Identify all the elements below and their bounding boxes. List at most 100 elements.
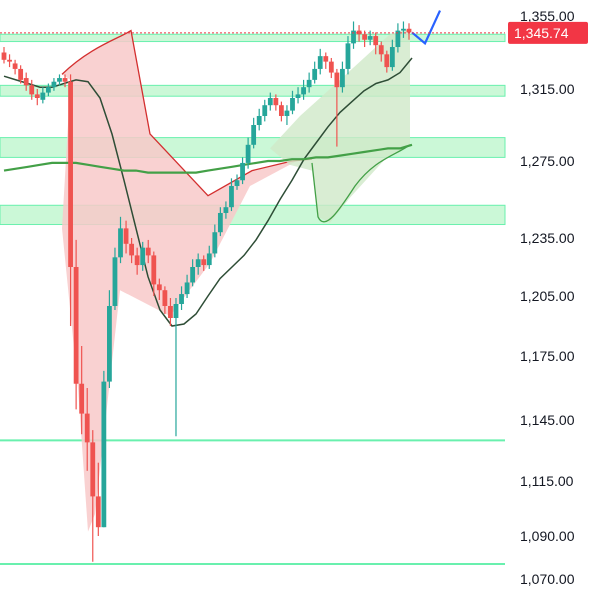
candle-61 (340, 61, 345, 93)
candle-54 (301, 79, 306, 100)
candle-body (79, 383, 85, 414)
candle-57 (317, 48, 323, 75)
candle-71 (395, 23, 401, 53)
bearish-envelope (61, 29, 313, 197)
candle-56 (312, 61, 318, 84)
candle-body (34, 94, 40, 98)
candle-body (256, 116, 262, 125)
candle-17 (95, 462, 101, 536)
last-price-tag: 1,345.74 (508, 21, 588, 44)
candle-body (179, 294, 184, 304)
candle-27 (151, 251, 157, 296)
candle-49 (273, 94, 279, 111)
candle-body (406, 28, 412, 33)
candle-48 (267, 92, 273, 111)
y-tick-label-1: 1,315.00 (520, 81, 575, 97)
candle-41 (229, 178, 234, 212)
candle-73 (406, 23, 412, 40)
candle-18 (101, 370, 107, 528)
candle-63 (351, 21, 356, 49)
candle-28 (156, 278, 162, 300)
candle-body (112, 257, 118, 306)
candle-32 (179, 286, 184, 310)
candle-body (62, 78, 68, 82)
candle-body (134, 255, 140, 266)
candle-43 (240, 157, 245, 185)
candle-body (229, 186, 234, 208)
horizontal-levels (0, 439, 505, 565)
candle-52 (290, 90, 295, 115)
candle-body (29, 85, 35, 95)
price-axis: 1,355.00 1,315.00 1,275.00 1,235.00 1,205.00… (520, 8, 575, 587)
candle-body (345, 43, 351, 69)
y-tick-label-7: 1,115.00 (520, 473, 574, 489)
candle-body (212, 232, 218, 254)
candle-3 (18, 65, 24, 84)
candle-body (123, 228, 129, 244)
candle-24 (134, 247, 140, 275)
y-tick-label-5: 1,175.00 (520, 348, 575, 364)
candle-body (23, 78, 29, 86)
candle-body (145, 247, 151, 256)
candle-44 (245, 137, 251, 169)
candle-38 (212, 224, 218, 258)
candle-21 (118, 216, 123, 264)
y-tick-label-0: 1,355.00 (520, 8, 575, 24)
candle-7 (40, 87, 46, 104)
candle-body (12, 63, 18, 69)
candle-34 (190, 259, 196, 287)
candle-body (40, 92, 46, 100)
zone-1 (0, 84, 506, 97)
candle-body (68, 81, 73, 267)
candle-body (223, 207, 229, 213)
candle-body (140, 247, 146, 266)
candle-body (389, 47, 395, 68)
candle-23 (129, 238, 135, 264)
bullish-region (270, 28, 410, 223)
candle-body (384, 54, 390, 68)
candle-body (156, 284, 162, 291)
candle-12 (68, 74, 73, 326)
candle-body (245, 144, 251, 163)
candle-body (356, 30, 362, 35)
candle-35 (195, 253, 201, 275)
candle-25 (140, 241, 146, 271)
candle-body (284, 110, 290, 116)
candle-50 (278, 101, 284, 122)
y-tick-label-8: 1,090.00 (520, 528, 575, 544)
candle-51 (284, 105, 290, 125)
candle-body (107, 306, 112, 382)
candle-body (295, 94, 301, 98)
candle-body (240, 162, 245, 181)
candle-body (51, 81, 57, 88)
candle-67 (373, 32, 379, 55)
candle-body (129, 243, 135, 256)
candle-6 (34, 89, 40, 106)
candle-body (278, 105, 284, 116)
candle-body (90, 442, 96, 497)
candle-body (395, 30, 401, 48)
candle-59 (328, 57, 334, 79)
candle-body (251, 125, 257, 145)
candle-body (334, 72, 340, 88)
candle-15 (84, 388, 90, 471)
candle-body (195, 259, 201, 267)
candle-19 (107, 290, 112, 388)
candle-body (234, 180, 240, 187)
last-price-label: 1,345.74 (514, 25, 569, 41)
candle-16 (90, 430, 96, 562)
candle-72 (401, 21, 406, 38)
candle-body (351, 30, 356, 44)
candle-47 (262, 99, 268, 122)
candle-body (84, 413, 90, 443)
candle-body (217, 212, 223, 233)
candle-body (312, 68, 318, 80)
candle-body (323, 56, 329, 62)
candlesticks (1, 21, 412, 562)
candle-20 (112, 247, 118, 310)
y-tick-label-2: 1,275.00 (520, 153, 575, 169)
candle-body (317, 56, 323, 69)
candle-body (190, 267, 196, 283)
candle-body (7, 59, 12, 62)
